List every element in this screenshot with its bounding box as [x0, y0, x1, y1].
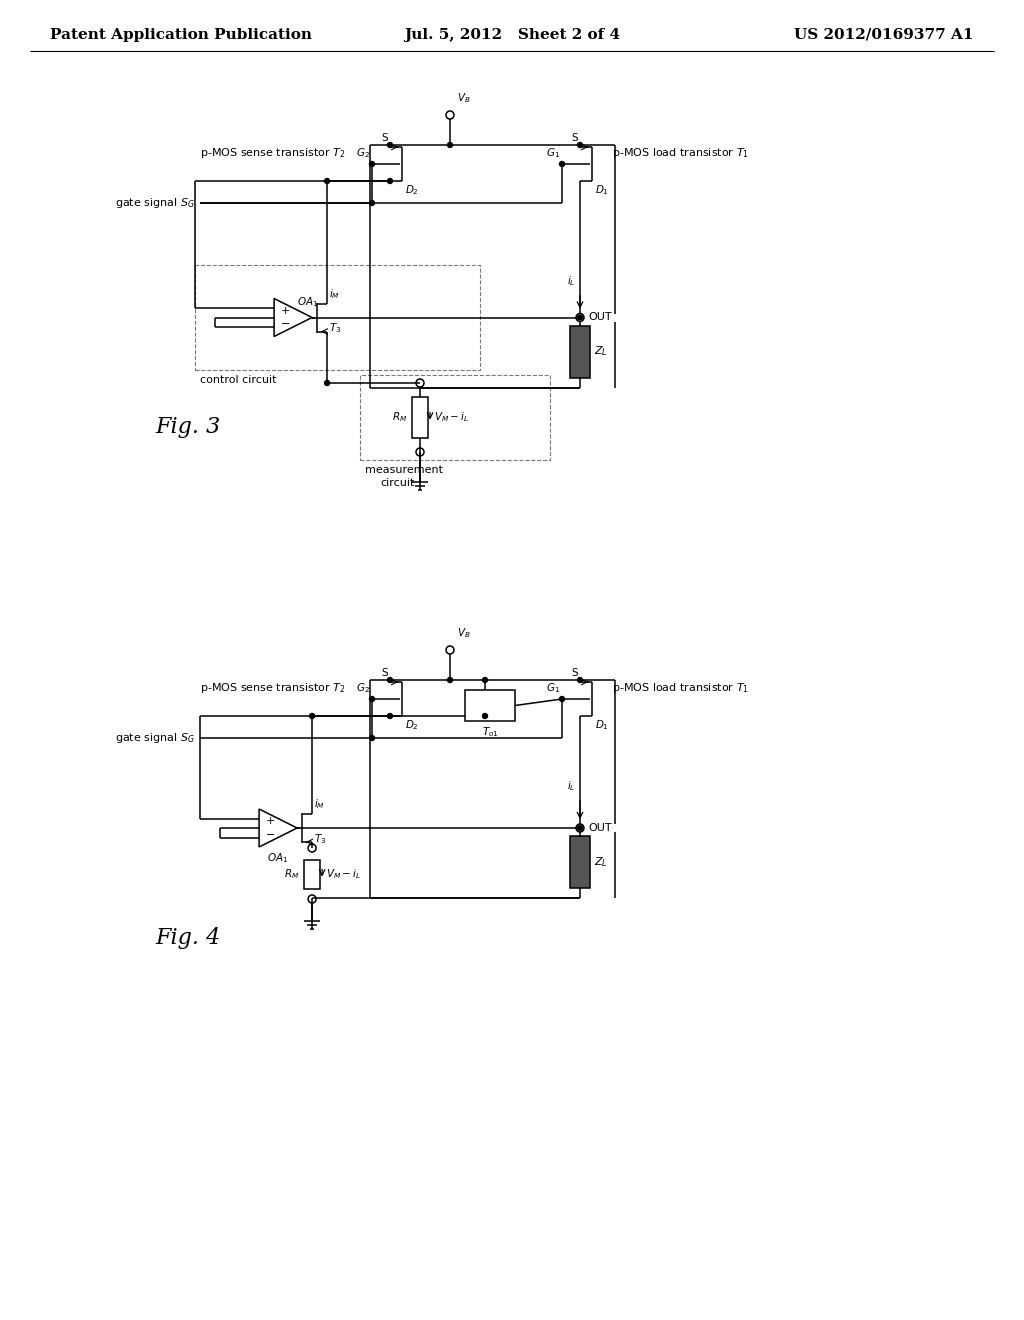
Text: p-MOS load transistor $T_1$: p-MOS load transistor $T_1$ [612, 147, 750, 160]
Text: $T_3$: $T_3$ [329, 322, 341, 335]
Bar [412, 397, 428, 438]
Circle shape [559, 697, 564, 701]
Circle shape [447, 677, 453, 682]
Text: OUT: OUT [588, 313, 611, 322]
Bar [465, 690, 515, 721]
Bar [360, 375, 550, 459]
Circle shape [387, 677, 392, 682]
Text: +: + [266, 816, 275, 826]
Circle shape [559, 161, 564, 166]
Text: OUT: OUT [588, 822, 611, 833]
Text: $V_B$: $V_B$ [457, 626, 471, 640]
Circle shape [370, 161, 375, 166]
Text: S: S [381, 668, 388, 678]
Text: Fig. 3: Fig. 3 [155, 417, 220, 438]
Text: $G_1$: $G_1$ [546, 147, 560, 160]
Text: $V_M - i_L$: $V_M - i_L$ [434, 411, 469, 425]
Text: $D_1$: $D_1$ [595, 718, 609, 731]
Circle shape [309, 714, 314, 718]
Circle shape [578, 143, 583, 148]
Text: $OA_1$: $OA_1$ [267, 851, 289, 865]
Bar [570, 326, 590, 378]
Text: $i_L$: $i_L$ [566, 779, 575, 793]
Circle shape [370, 201, 375, 206]
Text: $T_3$: $T_3$ [314, 832, 327, 846]
Text: gate signal $S_G$: gate signal $S_G$ [116, 195, 195, 210]
Text: p-MOS sense transistor $T_2$: p-MOS sense transistor $T_2$ [200, 147, 345, 160]
Bar [195, 265, 480, 370]
Circle shape [325, 380, 330, 385]
Circle shape [370, 697, 375, 701]
Text: $i_L$: $i_L$ [566, 273, 575, 288]
Text: S: S [571, 668, 578, 678]
Text: $i_M$: $i_M$ [314, 797, 325, 810]
Text: measurement: measurement [365, 465, 443, 475]
Text: −: − [281, 319, 290, 330]
Text: S: S [381, 133, 388, 143]
Circle shape [578, 825, 583, 830]
Text: circuit: circuit [380, 478, 415, 488]
Text: +: + [281, 306, 290, 315]
Circle shape [387, 714, 392, 718]
Circle shape [370, 735, 375, 741]
Text: $V_M - i_L$: $V_M - i_L$ [326, 867, 361, 882]
Text: control circuit: control circuit [200, 375, 276, 385]
Text: $OA_1$: $OA_1$ [297, 296, 318, 309]
Text: $R_M$: $R_M$ [392, 411, 407, 425]
Text: $G_1$: $G_1$ [546, 681, 560, 696]
Circle shape [325, 178, 330, 183]
Text: $Z_L$: $Z_L$ [594, 345, 607, 359]
Circle shape [482, 714, 487, 718]
Text: $i_M$: $i_M$ [329, 286, 340, 301]
Text: US 2012/0169377 A1: US 2012/0169377 A1 [795, 28, 974, 42]
Text: $G_2$: $G_2$ [356, 681, 370, 696]
Text: $D_2$: $D_2$ [406, 183, 419, 197]
Text: p-MOS load transistor $T_1$: p-MOS load transistor $T_1$ [612, 681, 750, 696]
Text: S: S [571, 133, 578, 143]
Text: p-MOS sense transistor $T_2$: p-MOS sense transistor $T_2$ [200, 681, 345, 696]
Circle shape [578, 677, 583, 682]
Circle shape [578, 315, 583, 319]
Circle shape [447, 143, 453, 148]
Text: gate signal $S_G$: gate signal $S_G$ [116, 731, 195, 744]
Text: $R_M$: $R_M$ [284, 867, 299, 882]
Text: $D_2$: $D_2$ [406, 718, 419, 731]
Circle shape [387, 178, 392, 183]
Text: $Z_L$: $Z_L$ [594, 855, 607, 869]
Bar [304, 859, 321, 890]
Text: −: − [266, 830, 275, 840]
Bar [570, 836, 590, 888]
Text: $T_{o1}$: $T_{o1}$ [481, 725, 499, 739]
Text: Patent Application Publication: Patent Application Publication [50, 28, 312, 42]
Circle shape [482, 677, 487, 682]
Text: Jul. 5, 2012   Sheet 2 of 4: Jul. 5, 2012 Sheet 2 of 4 [403, 28, 621, 42]
Polygon shape [259, 809, 297, 847]
Circle shape [387, 143, 392, 148]
Text: Fig. 4: Fig. 4 [155, 927, 220, 949]
Text: $V_B$: $V_B$ [457, 91, 471, 106]
Text: $G_2$: $G_2$ [356, 147, 370, 160]
Text: $D_1$: $D_1$ [595, 183, 609, 197]
Polygon shape [274, 298, 312, 337]
